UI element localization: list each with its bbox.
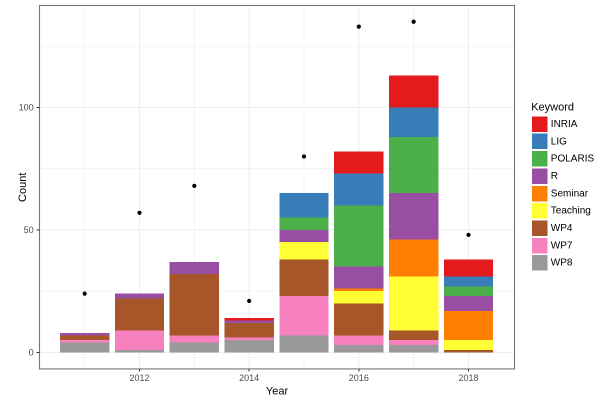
svg-text:Keyword: Keyword — [531, 101, 574, 113]
svg-text:Teaching: Teaching — [551, 206, 591, 217]
svg-text:Year: Year — [266, 385, 289, 397]
svg-text:WP8: WP8 — [551, 258, 573, 269]
svg-text:0: 0 — [29, 348, 34, 358]
svg-text:2016: 2016 — [349, 373, 369, 383]
svg-text:2014: 2014 — [239, 373, 259, 383]
svg-text:50: 50 — [24, 225, 34, 235]
svg-text:Seminar: Seminar — [551, 188, 589, 199]
svg-text:2018: 2018 — [458, 373, 478, 383]
svg-text:WP4: WP4 — [551, 223, 573, 234]
svg-text:R: R — [551, 171, 558, 182]
svg-text:100: 100 — [19, 103, 34, 113]
svg-text:INRIA: INRIA — [551, 119, 578, 130]
svg-text:POLARIS: POLARIS — [551, 154, 595, 165]
svg-text:WP7: WP7 — [551, 240, 573, 251]
svg-text:LIG: LIG — [551, 136, 567, 147]
svg-text:Count: Count — [17, 173, 29, 202]
svg-text:2012: 2012 — [129, 373, 149, 383]
